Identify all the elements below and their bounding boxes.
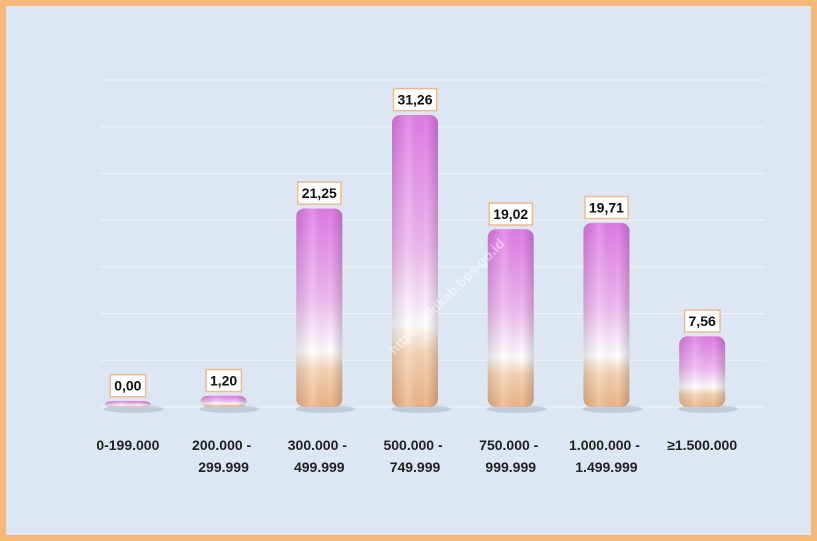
data-label-box <box>109 373 147 398</box>
data-label-box <box>205 368 243 393</box>
bar-shade <box>679 336 726 407</box>
data-label: 31,26 <box>397 92 432 108</box>
x-tick-label: 750.000 - 999.999 <box>479 437 542 475</box>
data-label: 19,02 <box>493 206 528 222</box>
x-tick-label: 200.000 - 299.999 <box>192 437 255 475</box>
data-label-box <box>683 309 721 333</box>
data-label: 7,56 <box>689 313 716 329</box>
bar-shade <box>104 401 151 407</box>
bar-shade <box>583 222 630 407</box>
data-label: 0,00 <box>114 378 141 394</box>
x-tick-label: 0-199.000 <box>96 437 159 453</box>
x-tick-label: 500.000 - 749.999 <box>383 437 446 475</box>
data-label: 21,25 <box>302 185 337 201</box>
data-label-box <box>392 87 438 112</box>
bar-shade <box>200 395 247 407</box>
x-tick-label: 1.000.000 - 1.499.999 <box>569 437 644 475</box>
data-label-box <box>488 202 534 226</box>
data-label: 19,71 <box>589 200 624 216</box>
bar-shade <box>296 208 343 407</box>
data-label: 1,20 <box>210 372 237 388</box>
bar-shade <box>487 229 534 407</box>
data-label-box <box>297 181 342 205</box>
x-tick-label: ≥1.500.000 <box>667 437 737 453</box>
data-label-box <box>584 195 629 220</box>
x-tick-label: 300.000 - 499.999 <box>288 437 351 475</box>
bar-shade <box>392 114 438 407</box>
